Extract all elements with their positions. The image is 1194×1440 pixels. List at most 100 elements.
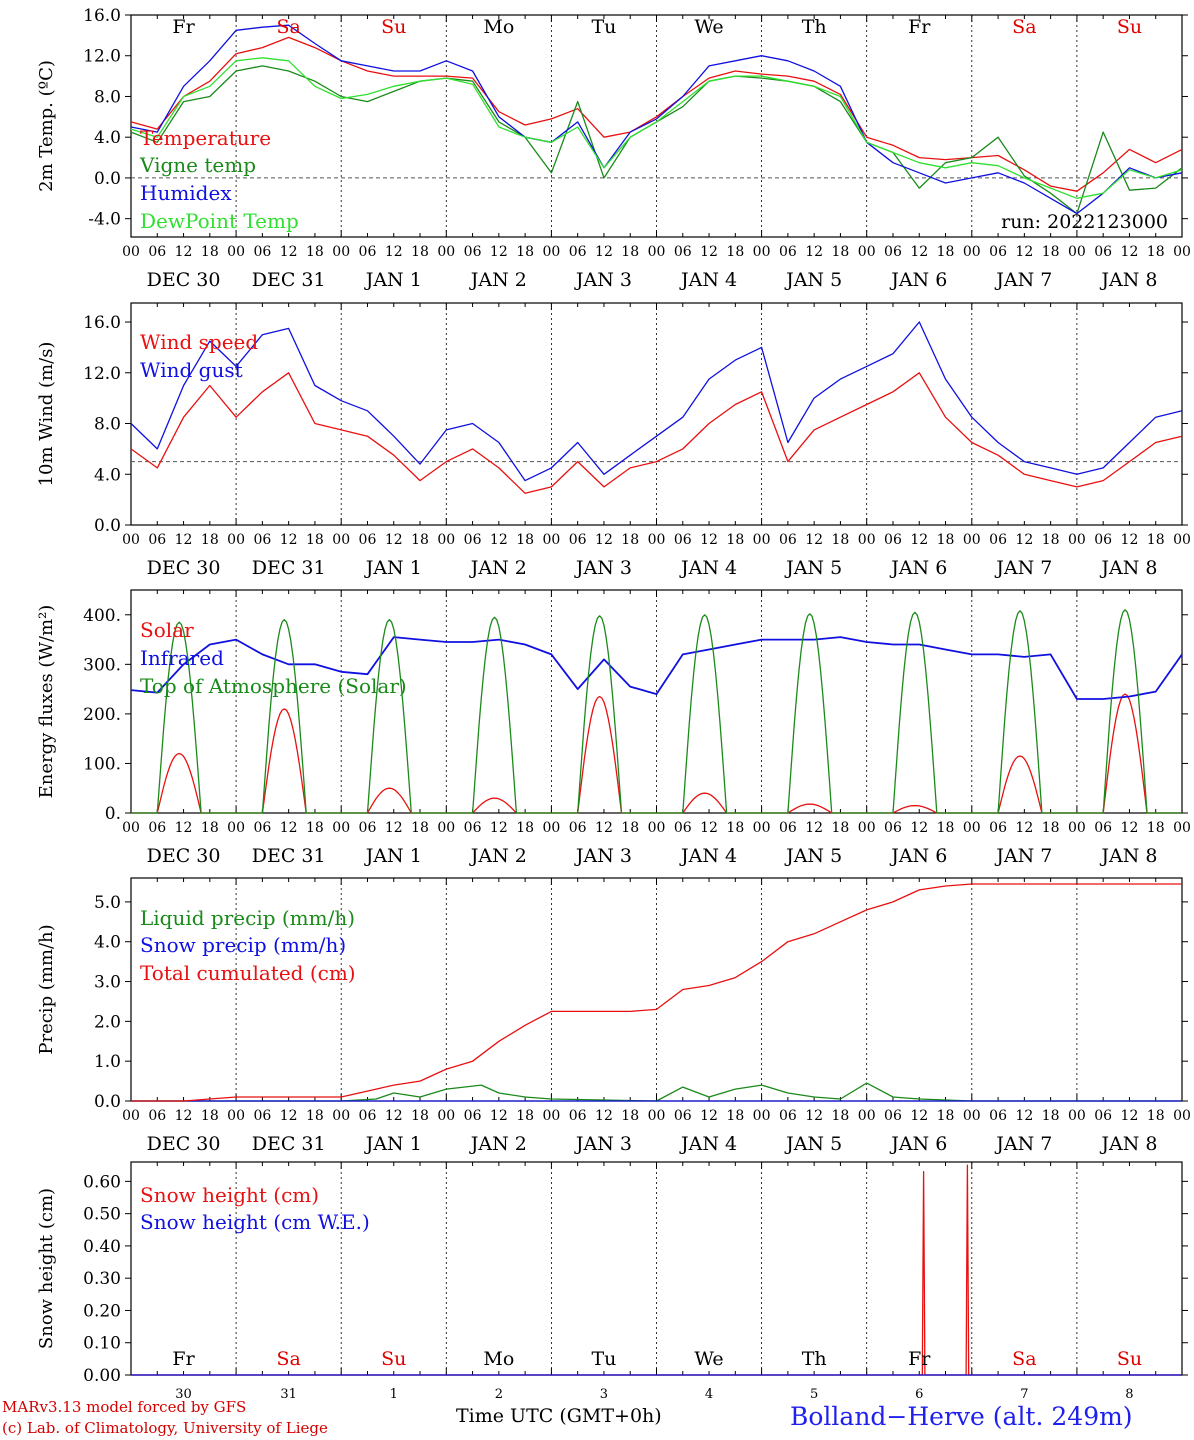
date-label: DEC 30 — [147, 845, 221, 867]
day-name: Tu — [591, 16, 616, 38]
panel-5: Snow height (cm) — [36, 1161, 1188, 1376]
hour-tick-label: 18 — [201, 244, 219, 260]
hour-tick-label: 00 — [437, 244, 455, 260]
hour-tick-label: 12 — [700, 532, 718, 548]
hour-tick-label: 06 — [464, 532, 482, 548]
hour-tick-label: 12 — [1015, 244, 1033, 260]
day-name: Su — [1117, 16, 1142, 38]
y-tick-label: 3.0 — [94, 973, 121, 993]
y-tick-label: 0.0 — [94, 1092, 121, 1112]
y-tick-label: 2.0 — [94, 1012, 121, 1032]
hour-tick-label: 18 — [1042, 532, 1060, 548]
day-number: 7 — [1020, 1387, 1028, 1402]
y-tick-label: 4.0 — [94, 128, 121, 148]
day-name: Fr — [908, 1348, 931, 1370]
hour-tick-label: 00 — [963, 820, 981, 836]
day-number: 3 — [600, 1387, 608, 1402]
hour-tick-label: 06 — [569, 532, 587, 548]
hour-tick-label: 12 — [385, 1108, 403, 1124]
date-label: DEC 31 — [252, 845, 326, 867]
hour-tick-label: 06 — [569, 1108, 587, 1124]
hour-tick-label: 00 — [332, 1108, 350, 1124]
y-tick-label: 8.0 — [94, 415, 121, 435]
date-label: JAN 7 — [994, 845, 1052, 867]
hour-tick-label: 18 — [306, 820, 324, 836]
day-number: 30 — [175, 1387, 192, 1402]
hour-tick-label: 18 — [1147, 820, 1165, 836]
hour-tick-label: 12 — [805, 1108, 823, 1124]
hour-tick-label: 18 — [832, 244, 850, 260]
hour-tick-label: 06 — [884, 532, 902, 548]
hour-tick-label: 06 — [569, 820, 587, 836]
hour-tick-label: 06 — [148, 532, 166, 548]
hour-tick-label: 00 — [1173, 244, 1191, 260]
legend-entry: Humidex — [140, 181, 232, 205]
day-number: 6 — [915, 1387, 923, 1402]
y-tick-label: 1.0 — [94, 1052, 121, 1072]
hour-tick-label: 12 — [280, 532, 298, 548]
y-tick-label: 16.0 — [83, 6, 121, 26]
date-label: JAN 3 — [574, 1133, 632, 1155]
hour-tick-label: 06 — [464, 1108, 482, 1124]
legend-entry: Snow height (cm W.E.) — [140, 1210, 370, 1234]
hour-tick-label: 18 — [726, 244, 744, 260]
hour-tick-label: 18 — [1147, 1108, 1165, 1124]
hour-tick-label: 18 — [726, 820, 744, 836]
hour-tick-label: 12 — [700, 244, 718, 260]
y-tick-label: 0.20 — [83, 1301, 121, 1321]
series-humidex — [130, 24, 1183, 215]
series-total-cumulated-cm — [131, 883, 1182, 1102]
series-temperature — [130, 36, 1183, 192]
hour-tick-label: 00 — [227, 532, 245, 548]
hour-tick-label: 12 — [385, 532, 403, 548]
run-label: run: 2022123000 — [1001, 211, 1168, 233]
hour-tick-label: 00 — [858, 244, 876, 260]
hour-tick-label: 06 — [989, 244, 1007, 260]
date-label: JAN 6 — [889, 269, 947, 291]
hour-tick-label: 06 — [1094, 1108, 1112, 1124]
hour-tick-label: 12 — [490, 1108, 508, 1124]
hour-tick-label: 00 — [858, 1108, 876, 1124]
hour-tick-label: 06 — [779, 532, 797, 548]
hour-tick-label: 00 — [332, 820, 350, 836]
hour-tick-label: 12 — [175, 532, 193, 548]
time-axis-label: Time UTC (GMT+0h) — [456, 1405, 662, 1427]
hour-tick-label: 00 — [437, 820, 455, 836]
y-tick-label: 0.40 — [83, 1237, 121, 1257]
hour-tick-label: 18 — [411, 820, 429, 836]
hour-tick-label: 12 — [805, 532, 823, 548]
hour-tick-label: 18 — [1147, 532, 1165, 548]
hour-tick-label: 18 — [201, 820, 219, 836]
hour-tick-label: 12 — [385, 244, 403, 260]
hour-tick-label: 12 — [175, 820, 193, 836]
hour-tick-label: 06 — [779, 820, 797, 836]
hour-tick-label: 06 — [464, 820, 482, 836]
date-label: JAN 4 — [679, 1133, 737, 1155]
hour-tick-label: 00 — [648, 244, 666, 260]
date-label: JAN 1 — [364, 1133, 422, 1155]
day-name: Sa — [1012, 16, 1036, 38]
hour-tick-label: 00 — [542, 1108, 560, 1124]
hour-tick-label: 12 — [1121, 1108, 1139, 1124]
date-label: JAN 6 — [889, 845, 947, 867]
hour-tick-label: 12 — [910, 244, 928, 260]
date-label: JAN 1 — [364, 269, 422, 291]
date-label: DEC 31 — [252, 1133, 326, 1155]
date-label: DEC 30 — [147, 1133, 221, 1155]
hour-tick-label: 12 — [490, 532, 508, 548]
hour-tick-label: 18 — [621, 244, 639, 260]
legend-entry: Temperature — [140, 126, 271, 150]
date-label: JAN 3 — [574, 845, 632, 867]
legend-entry: Wind gust — [140, 358, 243, 382]
panel-4: Precip (mm/h) — [36, 877, 1188, 1102]
hour-tick-label: 06 — [674, 1108, 692, 1124]
date-label: JAN 5 — [784, 1133, 842, 1155]
hour-tick-label: 00 — [648, 1108, 666, 1124]
day-name: We — [694, 16, 723, 38]
date-label: JAN 4 — [679, 557, 737, 579]
hour-tick-label: 18 — [1042, 244, 1060, 260]
hour-tick-label: 00 — [437, 532, 455, 548]
hour-tick-label: 18 — [621, 1108, 639, 1124]
legend-entry: Wind speed — [140, 330, 258, 354]
date-label: DEC 30 — [147, 269, 221, 291]
